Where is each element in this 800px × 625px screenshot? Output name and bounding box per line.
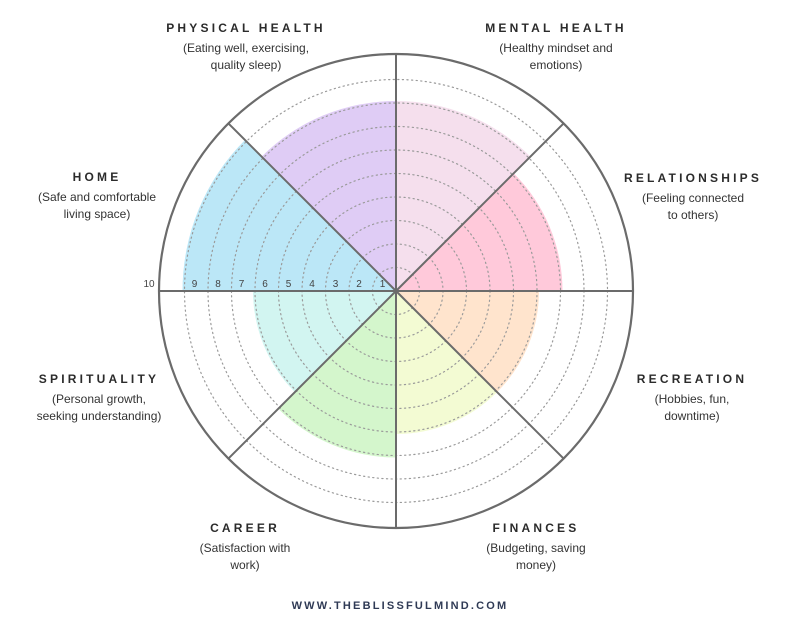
- category-title: MENTAL HEALTH: [485, 21, 627, 35]
- category-description: (Personal growth, seeking understanding): [36, 392, 162, 423]
- spoke-line: [395, 122, 565, 292]
- category-title: PHYSICAL HEALTH: [166, 21, 326, 35]
- scale-label-5: 5: [286, 279, 292, 290]
- scale-label-9: 9: [192, 279, 198, 290]
- category-title: CAREER: [210, 521, 280, 535]
- category-title: RELATIONSHIPS: [623, 171, 763, 185]
- scale-label-4: 4: [309, 279, 315, 290]
- scale-label-6: 6: [262, 279, 268, 290]
- wheel-frame: [157, 52, 635, 530]
- category-description: (Satisfaction with work): [199, 541, 291, 572]
- category-description: (Hobbies, fun, downtime): [654, 392, 730, 423]
- score-wedge: [396, 291, 498, 434]
- category-physical-health: PHYSICAL HEALTH (Eating well, exercising…: [136, 21, 356, 74]
- category-description: (Budgeting, saving money): [486, 541, 586, 572]
- scale-label-8: 8: [215, 279, 221, 290]
- scale-label-10: 10: [143, 279, 155, 290]
- spoke-line: [227, 122, 397, 292]
- spoke-line: [395, 290, 565, 460]
- category-description: (Feeling connected to others): [641, 191, 745, 222]
- category-career: CAREER (Satisfaction with work): [135, 521, 355, 574]
- category-home: HOME (Safe and comfortable living space): [0, 170, 207, 223]
- score-wedge: [278, 291, 396, 458]
- category-description: (Healthy mindset and emotions): [499, 41, 613, 72]
- category-title: HOME: [72, 170, 122, 184]
- score-fills: [182, 100, 563, 458]
- category-title: SPIRITUALITY: [38, 372, 160, 386]
- website-url[interactable]: WWW.THEBLISSFULMIND.COM: [291, 600, 509, 612]
- score-wedge: [182, 140, 396, 291]
- category-mental-health: MENTAL HEALTH (Healthy mindset and emoti…: [446, 21, 666, 74]
- category-spirituality: SPIRITUALITY (Personal growth, seeking u…: [0, 372, 209, 425]
- category-recreation: RECREATION (Hobbies, fun, downtime): [582, 372, 800, 425]
- score-wedge: [396, 100, 531, 292]
- category-title: FINANCES: [492, 521, 580, 535]
- score-wedge: [261, 100, 396, 292]
- scale-label-3: 3: [333, 279, 339, 290]
- category-title: RECREATION: [636, 372, 748, 386]
- spoke-line: [227, 290, 397, 460]
- scale-labels: 1 2 3 4 5 6 7 8 9 10: [143, 279, 385, 290]
- score-wedge: [396, 291, 539, 393]
- category-description: (Eating well, exercising, quality sleep): [182, 41, 310, 72]
- scale-label-1: 1: [380, 279, 386, 290]
- scale-label-2: 2: [356, 279, 362, 290]
- category-description: (Safe and comfortable living space): [37, 190, 157, 221]
- category-relationships: RELATIONSHIPS (Feeling connected to othe…: [583, 171, 800, 224]
- score-wedge: [396, 173, 563, 291]
- scale-label-7: 7: [239, 279, 245, 290]
- score-wedge: [253, 291, 396, 393]
- category-finances: FINANCES (Budgeting, saving money): [426, 521, 646, 574]
